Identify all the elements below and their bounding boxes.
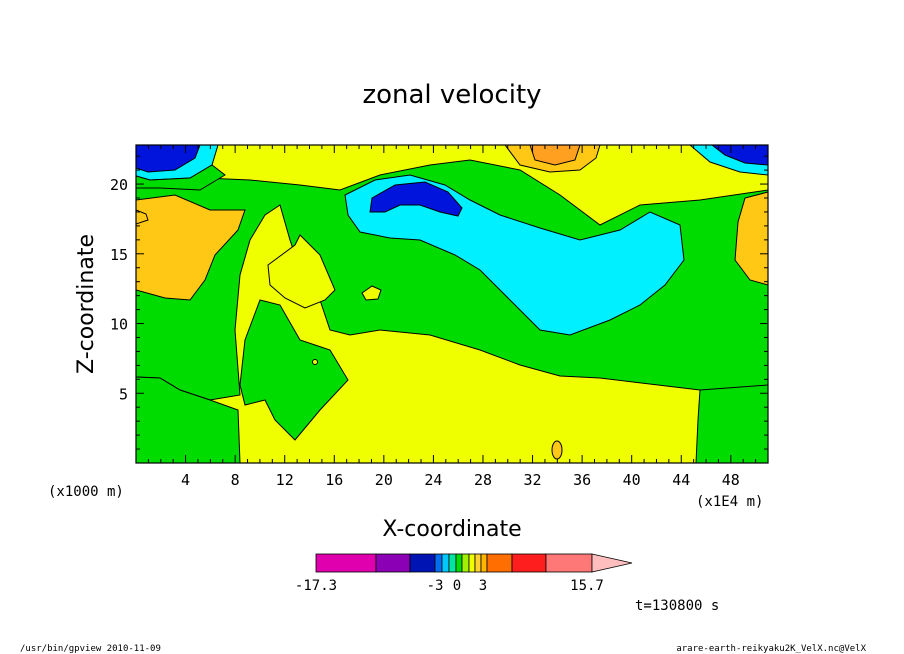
field-orange-right — [734, 191, 768, 286]
colorbar-segment — [455, 553, 463, 573]
colorbar-segment — [441, 553, 450, 573]
colorbar-tick-label: 15.7 — [570, 578, 604, 594]
colorbar-segment — [545, 553, 593, 573]
y-tick-label: 5 — [119, 385, 128, 403]
colorbar-segment — [474, 553, 482, 573]
footer-right: arare-earth-reikyaku2K_VelX.nc@VelX — [676, 644, 866, 654]
x-unit-left: (x1000 m) — [48, 484, 124, 500]
x-tick-label: 40 — [623, 471, 641, 489]
field-green-right — [695, 384, 768, 463]
x-tick-label: 36 — [573, 471, 591, 489]
y-axis-ticks: 5 10 15 20 — [110, 155, 768, 450]
x-tick-label: 12 — [276, 471, 294, 489]
x-tick-label: 44 — [672, 471, 690, 489]
field-blue-corner-left — [136, 145, 201, 173]
field-orange-left — [136, 194, 246, 301]
x-tick-label: 48 — [722, 471, 740, 489]
colorbar-tick-label: 3 — [479, 578, 487, 594]
x-tick-label: 8 — [231, 471, 240, 489]
colorbar-segment — [434, 553, 443, 573]
field-blue-corner-right — [711, 145, 768, 166]
field-orange-top-inner — [529, 145, 581, 166]
field-blue — [369, 181, 463, 217]
x-axis-ticks: 4 8 12 16 20 24 28 32 36 40 44 48 — [147, 145, 757, 489]
y-tick-label: 10 — [110, 316, 128, 334]
y-tick-label: 20 — [110, 176, 128, 194]
field-green-corner-left — [136, 164, 226, 191]
field-yellow-patch-small — [361, 285, 382, 301]
field-green-lower — [136, 376, 241, 463]
colorbar — [315, 553, 633, 573]
x-tick-label: 16 — [325, 471, 343, 489]
colorbar-segment — [486, 553, 513, 573]
colorbar-segment — [461, 553, 470, 573]
plot-frame — [135, 144, 769, 464]
colorbar-segment — [468, 553, 476, 573]
colorbar-segment — [448, 553, 457, 573]
colorbar-segment — [511, 553, 547, 573]
field-orange-left-small — [136, 209, 149, 225]
plot-area — [136, 145, 768, 463]
x-tick-label: 24 — [424, 471, 442, 489]
field-green-mid — [239, 299, 349, 441]
footer-left: /usr/bin/gpview 2010-11-09 — [20, 644, 161, 654]
x-tick-label: 32 — [524, 471, 542, 489]
colorbar-arrow — [591, 553, 633, 573]
colorbar-segment — [409, 553, 436, 573]
colorbar-tick-label: 0 — [453, 578, 461, 594]
x-tick-label: 20 — [375, 471, 393, 489]
x-axis-label: X-coordinate — [382, 517, 521, 542]
y-tick-label: 15 — [110, 246, 128, 264]
colorbar-labels: -17.3 -3 0 3 15.7 — [295, 578, 604, 594]
colorbar-segment — [375, 553, 411, 573]
y-axis-label: Z-coordinate — [74, 234, 99, 374]
x-unit-right: (x1E4 m) — [696, 494, 763, 510]
x-tick-label: 28 — [474, 471, 492, 489]
colorbar-tick-label: -17.3 — [295, 578, 337, 594]
field-green-main — [136, 159, 768, 401]
field-cyan — [344, 174, 685, 336]
colorbar-segment — [480, 553, 488, 573]
field-orange-bubble — [551, 440, 563, 460]
chart-title: zonal velocity — [362, 80, 541, 110]
colorbar-segment — [315, 553, 377, 573]
time-label: t=130800 s — [635, 598, 719, 614]
colorbar-tick-label: -3 — [427, 578, 444, 594]
field-dot — [312, 359, 318, 365]
field-yellow-patch-left — [267, 234, 336, 309]
x-tick-label: 4 — [181, 471, 190, 489]
